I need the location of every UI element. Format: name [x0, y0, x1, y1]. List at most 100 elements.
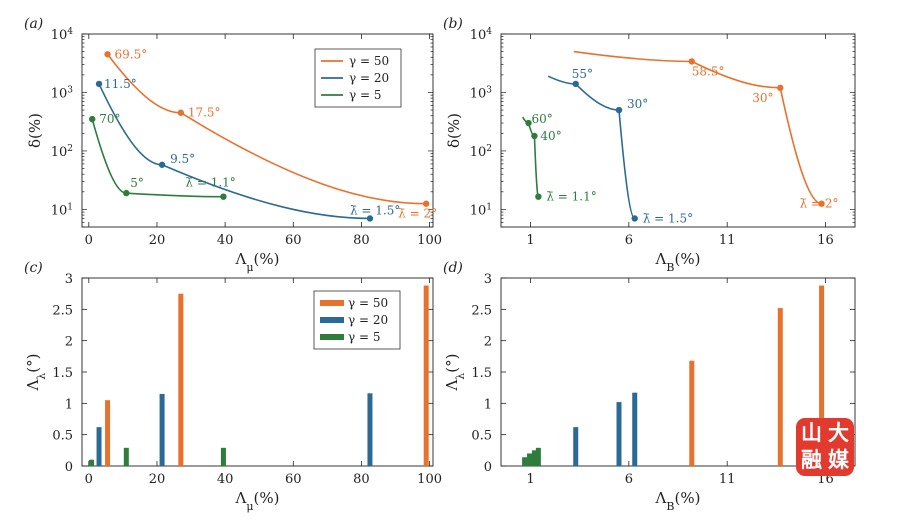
data-annotation: 40°: [540, 129, 561, 143]
bar: [535, 447, 541, 466]
y-tick-label: 102: [470, 144, 492, 160]
data-point: [818, 200, 825, 207]
x-axis-label: Λμ(%): [235, 250, 280, 274]
series-line: [98, 83, 370, 220]
legend-swatch: [320, 317, 344, 323]
bar: [689, 360, 695, 466]
x-tick-label: 11: [719, 472, 736, 487]
panel-c: (c) 0 20 40 60 80 100 0 0.5 1 1.5 2 2.5 3 Λμ(%) Λλ(°) γ …: [24, 260, 442, 513]
bar: [819, 285, 825, 466]
x-tick-label: 0: [85, 233, 93, 248]
data-annotation: 11.5°: [104, 77, 137, 91]
legend-label: γ = 20: [348, 313, 388, 327]
y-tick-label: 2: [65, 335, 73, 350]
x-tick-label: 100: [417, 472, 442, 487]
y-tick-label: 101: [51, 202, 73, 218]
y-tick-label: 0: [484, 460, 492, 475]
data-point: [572, 80, 579, 88]
data-point: [535, 193, 542, 200]
y-tick-label: 104: [470, 27, 493, 43]
bar: [178, 293, 184, 466]
bar: [123, 447, 129, 466]
x-axis-label: Λμ(%): [235, 489, 280, 513]
data-point: [777, 84, 784, 92]
y-tick-label: 0.5: [52, 429, 73, 444]
x-tick-label: 80: [353, 472, 370, 487]
bar: [531, 450, 537, 466]
panel-b: (b)1 6 11 16101102103104ΛB(%)δ(%)58.5°30°λ̄…: [443, 16, 856, 274]
series-line: [521, 116, 540, 198]
data-point: [220, 193, 227, 200]
y-axis-label: δ(%): [26, 113, 44, 148]
y-tick-label: 3: [65, 272, 73, 287]
data-point: [123, 189, 130, 197]
data-point: [422, 200, 430, 207]
data-annotation: λ̄ = 1.1°: [185, 176, 235, 190]
watermark-logo: 山大融媒: [796, 418, 854, 476]
x-tick-label: 1: [526, 472, 534, 487]
y-tick-label: 2.5: [471, 303, 492, 318]
x-tick-label: 20: [149, 472, 166, 487]
data-point: [158, 161, 166, 168]
data-annotation: 30°: [752, 91, 773, 105]
legend-label: γ = 50: [348, 296, 388, 310]
panel-label: (c): [24, 260, 43, 276]
bar: [616, 402, 622, 466]
data-point: [89, 115, 96, 123]
data-annotation: 58.5°: [692, 64, 725, 78]
bar: [522, 457, 528, 466]
bar: [423, 285, 429, 466]
x-tick-label: 40: [217, 233, 234, 248]
y-axis-label: Λλ(°): [24, 353, 48, 391]
bar: [367, 393, 373, 466]
y-tick-label: 0.5: [471, 429, 492, 444]
data-annotation: 17.5°: [188, 106, 221, 120]
data-annotation: 60°: [532, 112, 553, 126]
logo-glyph: 大: [828, 421, 849, 445]
y-tick-label: 104: [51, 27, 74, 43]
data-annotation: λ̄ = 1.1°: [546, 190, 596, 204]
y-axis-label: Λλ(°): [443, 353, 467, 391]
y-tick-label: 2: [484, 335, 492, 350]
bar: [573, 427, 579, 466]
panel-label: (d): [443, 260, 463, 276]
bar: [105, 400, 111, 466]
bar: [89, 459, 95, 466]
series-line: [106, 53, 427, 205]
data-point: [531, 132, 538, 140]
plot-frame: [81, 33, 434, 228]
y-tick-label: 102: [51, 144, 73, 160]
logo-glyph: 媒: [828, 448, 849, 472]
data-annotation: 70°: [99, 112, 120, 126]
bar: [96, 427, 102, 466]
data-point: [631, 215, 638, 222]
data-annotation: λ̄ = 1.5°: [643, 211, 693, 225]
y-tick-label: 103: [470, 85, 493, 101]
x-tick-label: 16: [817, 233, 834, 248]
y-axis-label: δ(%): [445, 113, 463, 148]
legend-label: γ = 20: [349, 71, 389, 85]
data-annotation: 55°: [572, 67, 593, 81]
data-point: [104, 51, 111, 58]
bar: [220, 447, 226, 466]
data-point: [615, 106, 623, 114]
x-tick-label: 40: [217, 472, 234, 487]
data-annotation: λ̄ = 1.5°: [350, 203, 400, 217]
logo-glyph: 山: [801, 421, 822, 445]
y-tick-label: 0: [65, 460, 73, 475]
y-tick-label: 1: [484, 397, 492, 412]
x-tick-label: 60: [285, 233, 302, 248]
logo-glyph: 融: [801, 448, 822, 472]
x-tick-label: 6: [625, 233, 633, 248]
data-point: [366, 215, 374, 222]
legend-label: γ = 5: [349, 88, 382, 102]
legend-swatch: [320, 334, 344, 340]
y-tick-label: 1.5: [471, 366, 492, 381]
x-tick-label: 80: [353, 233, 370, 248]
x-tick-label: 0: [85, 472, 93, 487]
legend-label: γ = 50: [349, 54, 389, 68]
data-point: [177, 109, 185, 116]
x-tick-label: 6: [625, 472, 633, 487]
x-tick-label: 20: [149, 233, 166, 248]
